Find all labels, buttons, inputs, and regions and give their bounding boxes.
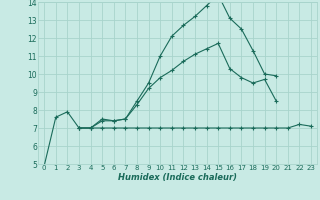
X-axis label: Humidex (Indice chaleur): Humidex (Indice chaleur)	[118, 173, 237, 182]
